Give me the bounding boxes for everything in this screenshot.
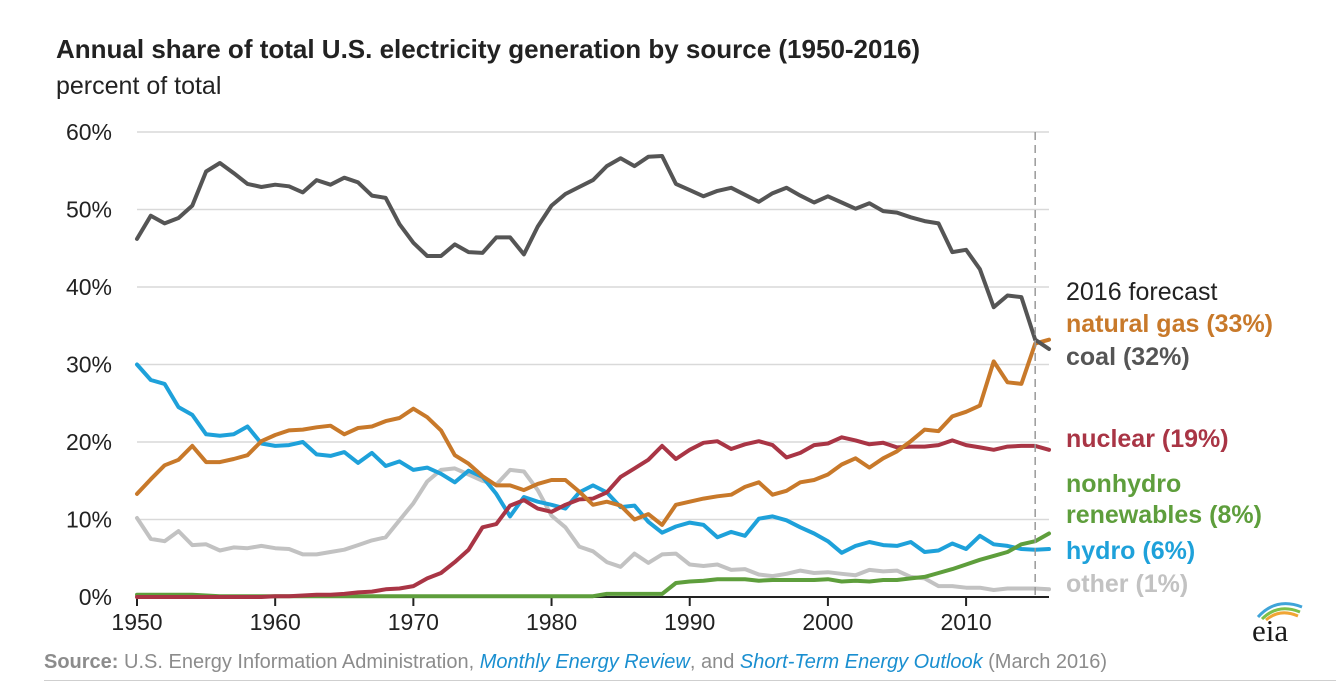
series-line-coal — [135, 154, 1051, 351]
x-axis-ticks: 1950 1960 1970 1980 1990 2000 2010 — [111, 597, 992, 635]
y-tick-label: 30% — [66, 352, 112, 378]
x-tick-label: 1980 — [526, 609, 577, 635]
y-tick-label: 40% — [66, 274, 112, 300]
source-text-2: , and — [689, 651, 740, 673]
series-line-hydro — [135, 362, 1051, 555]
source-link-short-term-energy-outlook[interactable]: Short-Term Energy Outlook — [739, 651, 983, 673]
y-axis-ticks: 0% 10% 20% 30% 40% 50% 60% — [66, 119, 112, 610]
chart-subtitle: percent of total — [56, 72, 222, 100]
eia-logo-text: eia — [1252, 613, 1289, 648]
series-lines — [135, 154, 1051, 599]
y-tick-label: 0% — [79, 584, 112, 610]
series-line-other — [135, 466, 1051, 592]
forecast-label: 2016 forecast — [1066, 278, 1218, 306]
gridlines — [137, 131, 1049, 598]
eia-logo: eia — [1244, 595, 1308, 649]
legend-other: other (1%) — [1066, 570, 1189, 598]
chart-title: Annual share of total U.S. electricity g… — [56, 34, 921, 64]
legend-nonhydro-renewables: nonhydro renewables (8%) — [1066, 470, 1262, 529]
x-tick-label: 2010 — [941, 609, 992, 635]
source-lead: Source: — [44, 651, 119, 673]
source-link-monthly-energy-review[interactable]: Monthly Energy Review — [479, 651, 690, 673]
y-tick-label: 60% — [66, 119, 112, 145]
y-tick-label: 10% — [66, 507, 112, 533]
x-tick-label: 1960 — [250, 609, 301, 635]
legend-hydro: hydro (6%) — [1066, 537, 1196, 565]
source-text-3: (March 2016) — [982, 651, 1108, 673]
series-line-natural-gas — [135, 337, 1051, 527]
y-tick-label: 50% — [66, 197, 112, 223]
x-tick-label: 1990 — [664, 609, 715, 635]
footer-divider — [44, 680, 1336, 681]
series-line-nuclear — [135, 435, 1051, 599]
x-tick-label: 1970 — [388, 609, 439, 635]
legend-coal: coal (32%) — [1066, 343, 1190, 371]
source-note: Source: U.S. Energy Information Administ… — [44, 651, 1107, 674]
x-tick-label: 2000 — [802, 609, 853, 635]
legend-nuclear: nuclear (19%) — [1066, 425, 1229, 453]
x-tick-label: 1950 — [111, 609, 162, 635]
legend-natural-gas: natural gas (33%) — [1066, 310, 1274, 338]
y-tick-label: 20% — [66, 429, 112, 455]
eia-logo-swoosh-icon — [1256, 602, 1303, 621]
source-text-1: U.S. Energy Information Administration, — [118, 651, 480, 673]
